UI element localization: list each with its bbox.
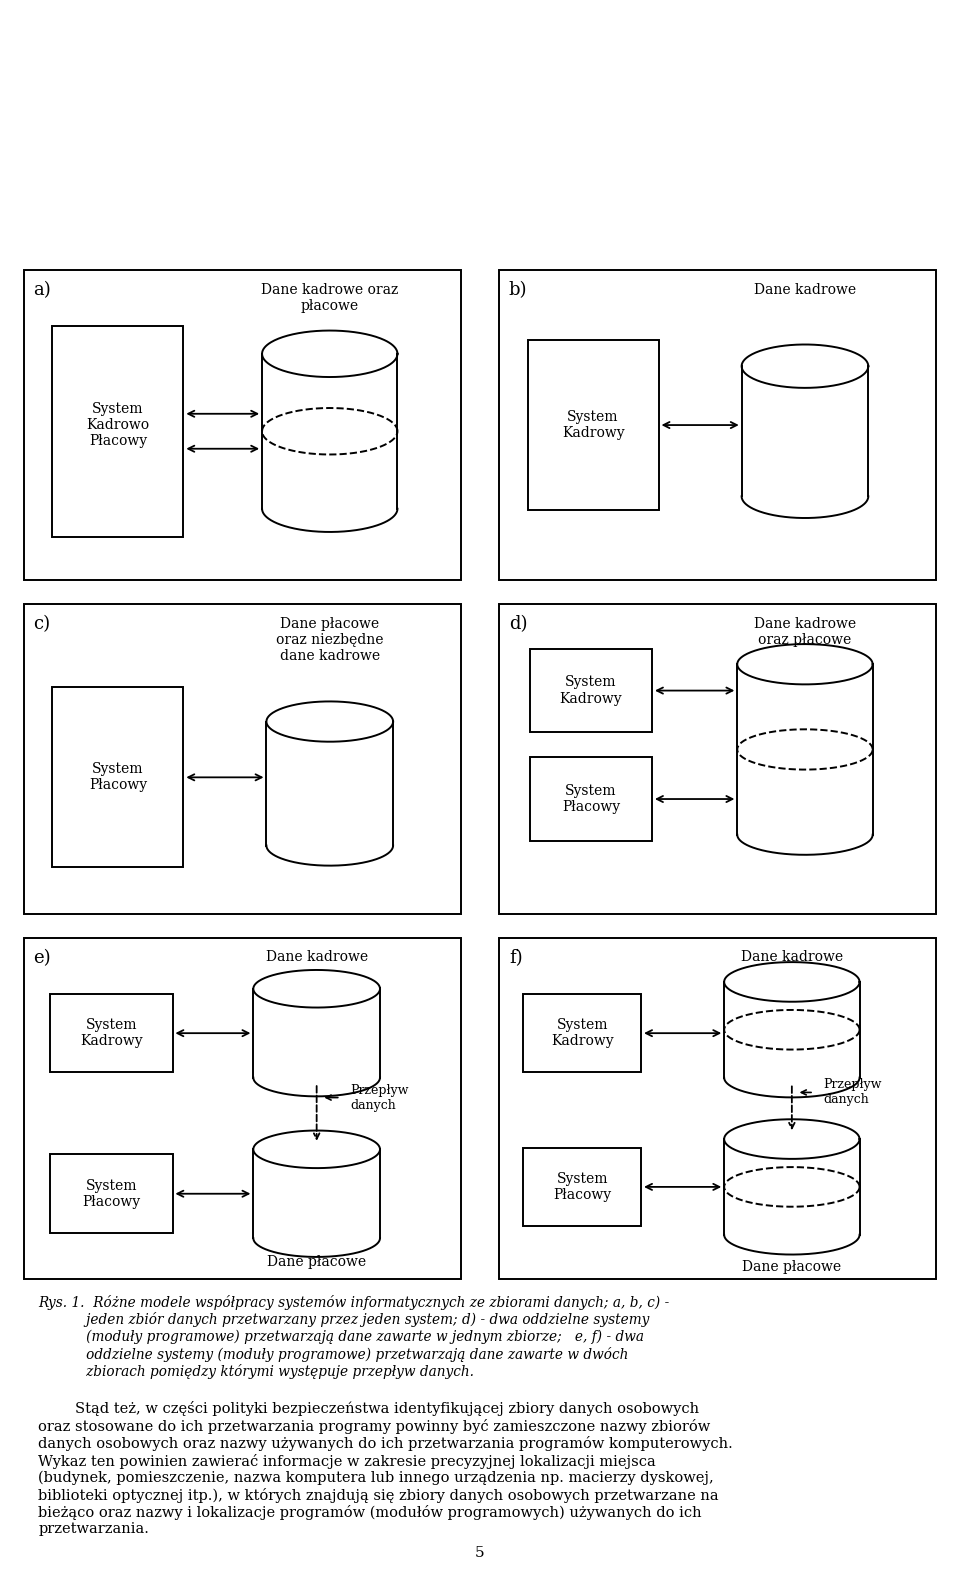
Text: System
Płacowy: System Płacowy (553, 1171, 612, 1201)
Text: Dane kadrowe
oraz płacowe: Dane kadrowe oraz płacowe (754, 617, 856, 647)
Text: Dane kadrowe: Dane kadrowe (741, 950, 843, 965)
Text: f): f) (509, 949, 522, 966)
Text: Dane kadrowe: Dane kadrowe (266, 950, 368, 965)
Text: Dane płacowe: Dane płacowe (742, 1260, 841, 1274)
Bar (530, 648, 652, 733)
Text: System
Płacowy: System Płacowy (89, 763, 147, 793)
FancyBboxPatch shape (499, 604, 936, 914)
Text: System
Kadrowy: System Kadrowy (80, 1019, 143, 1049)
Text: Rys. 1.  Różne modele współpracy systemów informatycznych ze zbiorami danych; a,: Rys. 1. Różne modele współpracy systemów… (38, 1295, 670, 1379)
Text: Dane płacowe: Dane płacowe (267, 1255, 366, 1270)
Text: System
Kadrowy: System Kadrowy (560, 675, 622, 706)
FancyBboxPatch shape (499, 270, 936, 580)
Text: System
Płacowy: System Płacowy (83, 1179, 140, 1209)
Text: d): d) (509, 615, 527, 632)
Bar (528, 340, 659, 510)
Polygon shape (253, 1149, 380, 1257)
Polygon shape (253, 988, 380, 1096)
Bar (50, 993, 173, 1073)
Polygon shape (737, 664, 873, 855)
Text: Dane kadrowe: Dane kadrowe (754, 283, 856, 297)
Text: System
Kadrowy: System Kadrowy (562, 410, 624, 440)
Bar (53, 688, 183, 868)
Polygon shape (724, 982, 859, 1098)
Text: e): e) (34, 949, 51, 966)
Text: System
Kadrowo
Płacowy: System Kadrowo Płacowy (86, 402, 150, 448)
Text: 5: 5 (475, 1546, 485, 1560)
Text: c): c) (34, 615, 51, 632)
Polygon shape (724, 1139, 859, 1255)
Text: b): b) (509, 281, 527, 299)
Polygon shape (267, 721, 393, 866)
Bar (530, 758, 652, 841)
Bar (50, 1155, 173, 1233)
Text: System
Płacowy: System Płacowy (562, 783, 620, 814)
Bar (523, 1147, 641, 1227)
Text: System
Kadrowy: System Kadrowy (551, 1019, 613, 1049)
Bar (523, 993, 641, 1073)
Text: Stąd też, w części polityki bezpieczeństwa identyfikującej zbiory danych osobowy: Stąd też, w części polityki bezpieczeńst… (38, 1401, 733, 1537)
FancyBboxPatch shape (24, 604, 461, 914)
FancyBboxPatch shape (499, 938, 936, 1279)
Polygon shape (742, 365, 868, 518)
FancyBboxPatch shape (24, 938, 461, 1279)
FancyBboxPatch shape (24, 270, 461, 580)
Text: Dane płacowe
oraz niezbędne
dane kadrowe: Dane płacowe oraz niezbędne dane kadrowe (276, 617, 383, 663)
Text: Dane kadrowe oraz
płacowe: Dane kadrowe oraz płacowe (261, 283, 398, 313)
Text: a): a) (34, 281, 51, 299)
Bar (53, 326, 183, 537)
Text: Przepływ
danych: Przepływ danych (350, 1084, 409, 1112)
Polygon shape (262, 354, 397, 532)
Text: Przepływ
danych: Przepływ danych (824, 1079, 882, 1106)
